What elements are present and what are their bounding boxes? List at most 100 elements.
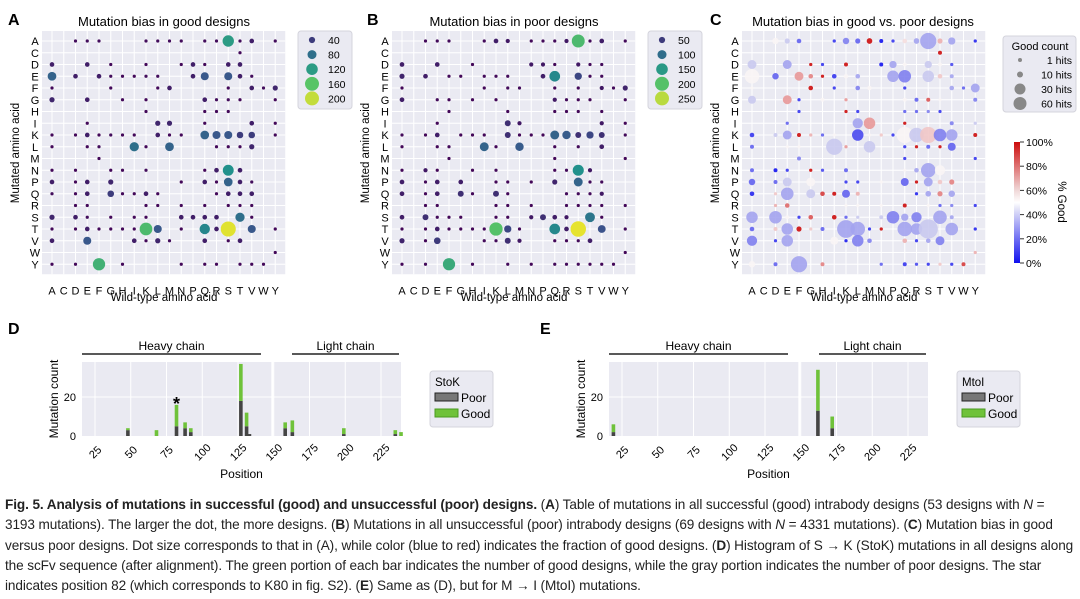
data-point [553,39,557,43]
data-point [250,203,254,208]
data-point [540,214,546,221]
y-tick-label: P [731,177,738,189]
data-point [272,85,278,91]
legend-label: 200 [328,93,346,105]
data-point [553,109,557,114]
data-point [797,109,801,114]
data-point [933,128,947,142]
legend-marker [658,36,666,44]
data-point [224,72,233,81]
data-point [773,180,778,184]
data-point [434,191,440,197]
data-point [863,117,876,129]
data-point [434,226,440,232]
x-tick-label: L [155,285,161,297]
data-point [898,69,912,83]
data-point [423,192,428,196]
bar-good [174,404,179,427]
data-point [961,262,966,267]
data-point [832,86,836,90]
bar-good [342,428,346,435]
data-point [399,73,405,79]
x-tick-label: G [106,285,115,297]
x-tick-label: 175 [299,442,320,463]
data-point [597,225,606,233]
data-point [120,98,125,102]
histogram-d: 25 50 75 100 125 150 175 200 225 0 20 Heavy chain Li… [47,339,494,481]
data-point [447,109,451,114]
data-point [155,132,161,138]
data-point [482,39,486,43]
x-tick-label: Q [900,285,909,297]
x-tick-label: C [760,285,768,297]
data-point [925,190,932,197]
data-point [459,227,463,231]
x-tick-label: 125 [755,442,776,463]
data-point [897,221,913,237]
data-point [844,239,848,243]
x-tick-label: 50 [123,444,140,461]
data-point [599,144,605,150]
data-point [220,221,236,237]
data-point [973,156,977,161]
y-tick-label: E [731,71,738,83]
data-point [222,164,234,176]
data-point [797,98,801,102]
data-point [867,133,872,137]
data-point [914,167,919,173]
x-tick-label: 200 [335,442,356,463]
data-point [748,260,756,268]
data-point [178,214,184,220]
light-chain-label: Light chain [316,339,374,353]
data-point [84,62,90,67]
x-tick-label: W [608,285,619,297]
data-point [458,179,464,185]
x-tick-label: F [96,285,103,297]
data-point [914,180,919,184]
bar-good [290,420,295,433]
y-tick-label: W [730,248,741,260]
y-tick-label: H [31,107,39,119]
data-point [866,38,873,44]
x-tick-label: 200 [862,442,883,463]
caption-text: ) Same as (D), but for M → I (MtoI) muta… [368,578,641,594]
x-tick-label: E [434,285,441,297]
data-point [237,73,243,79]
y-tick-label: D [31,60,39,72]
data-point [772,37,779,45]
data-point [506,203,510,208]
data-point [832,191,837,196]
data-point [879,180,883,184]
data-point [622,85,628,91]
x-tick-label: W [958,285,969,297]
data-point [120,133,125,137]
data-point [49,97,55,103]
data-point [773,192,778,196]
data-point [399,179,405,185]
panel-title: Mutation bias in poor designs [429,14,599,29]
legend-marker [305,91,319,106]
data-point [447,227,451,231]
data-point [973,39,977,43]
data-point [144,39,148,43]
data-point [564,168,569,172]
legend-marker [655,91,669,106]
x-tick-label: S [925,285,932,297]
y-tick-label: T [382,224,389,236]
x-tick-label: E [784,285,791,297]
x-tick-label: 225 [898,442,919,463]
legend-label: 250 [678,93,696,105]
x-tick-label: I [133,285,136,297]
y-tick-label: K [731,130,739,142]
data-point [238,51,242,55]
data-point [214,145,219,149]
data-point [156,86,160,90]
bar-poor [393,434,398,436]
data-point [588,262,592,266]
colorbar-tick-label: 100% [1026,137,1053,149]
y-tick-label: Q [731,189,740,201]
data-point [600,203,604,208]
legend-swatch-poor [434,392,459,402]
data-point [782,95,792,105]
x-axis-label: Wild-type amino acid [811,292,918,304]
